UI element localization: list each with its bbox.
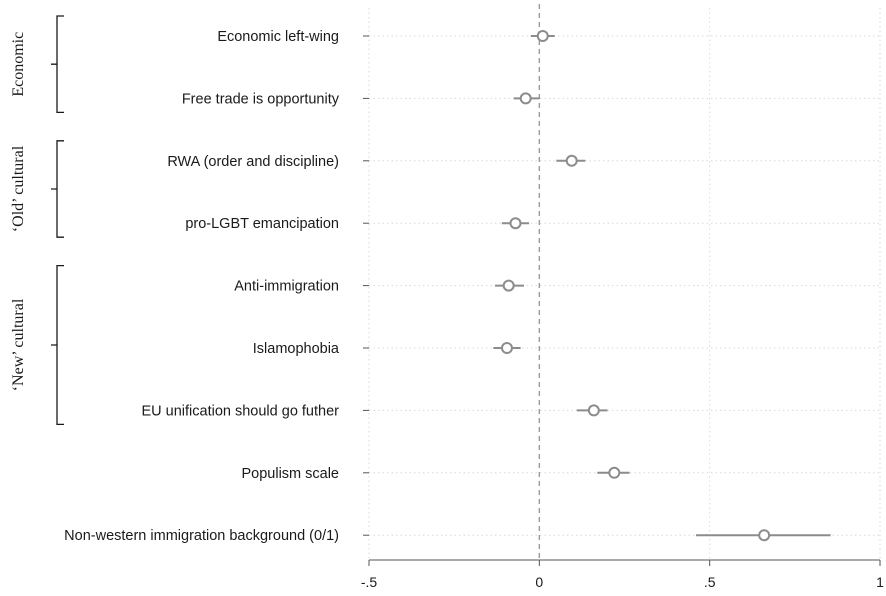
estimate-marker (565, 154, 578, 167)
x-tick-label: .5 (704, 574, 716, 590)
category-label: Free trade is opportunity (182, 91, 340, 107)
point-estimates (500, 30, 771, 542)
category-label: pro-LGBT emancipation (185, 216, 339, 232)
category-label: Anti-immigration (234, 279, 339, 295)
estimate-marker (536, 30, 549, 42)
group-bracket (51, 140, 64, 238)
estimate-marker (519, 92, 532, 105)
category-labels: Economic left-wing Free trade is opportun… (64, 29, 340, 544)
estimate-marker (502, 279, 515, 292)
estimate-marker (500, 342, 513, 354)
group-label: Economic (10, 32, 27, 97)
group-label: ‘New’ cultural (10, 298, 27, 391)
estimate-marker (587, 404, 600, 417)
group-brackets: Economic ‘Old’ cultural ‘New’ cultural (10, 15, 64, 426)
category-label: RWA (order and discipline) (167, 154, 339, 170)
x-tick-label: 1 (876, 574, 884, 590)
estimate-marker (509, 217, 522, 230)
group-label: ‘Old’ cultural (10, 145, 27, 232)
group-bracket (51, 15, 64, 114)
category-label: Populism scale (241, 466, 339, 482)
group-bracket (51, 264, 64, 426)
grid-layer (368, 8, 881, 560)
category-label: Islamophobia (253, 341, 340, 357)
category-label: EU unification should go futher (142, 403, 340, 419)
category-label: Economic left-wing (217, 29, 339, 45)
estimate-marker (608, 466, 621, 479)
estimate-marker (758, 529, 771, 542)
x-tick-label: 0 (535, 574, 543, 590)
x-axis: -.5 0 .5 1 (361, 35, 884, 590)
category-label: Non-western immigration background (0/1) (64, 528, 339, 544)
x-tick-label: -.5 (361, 574, 378, 590)
